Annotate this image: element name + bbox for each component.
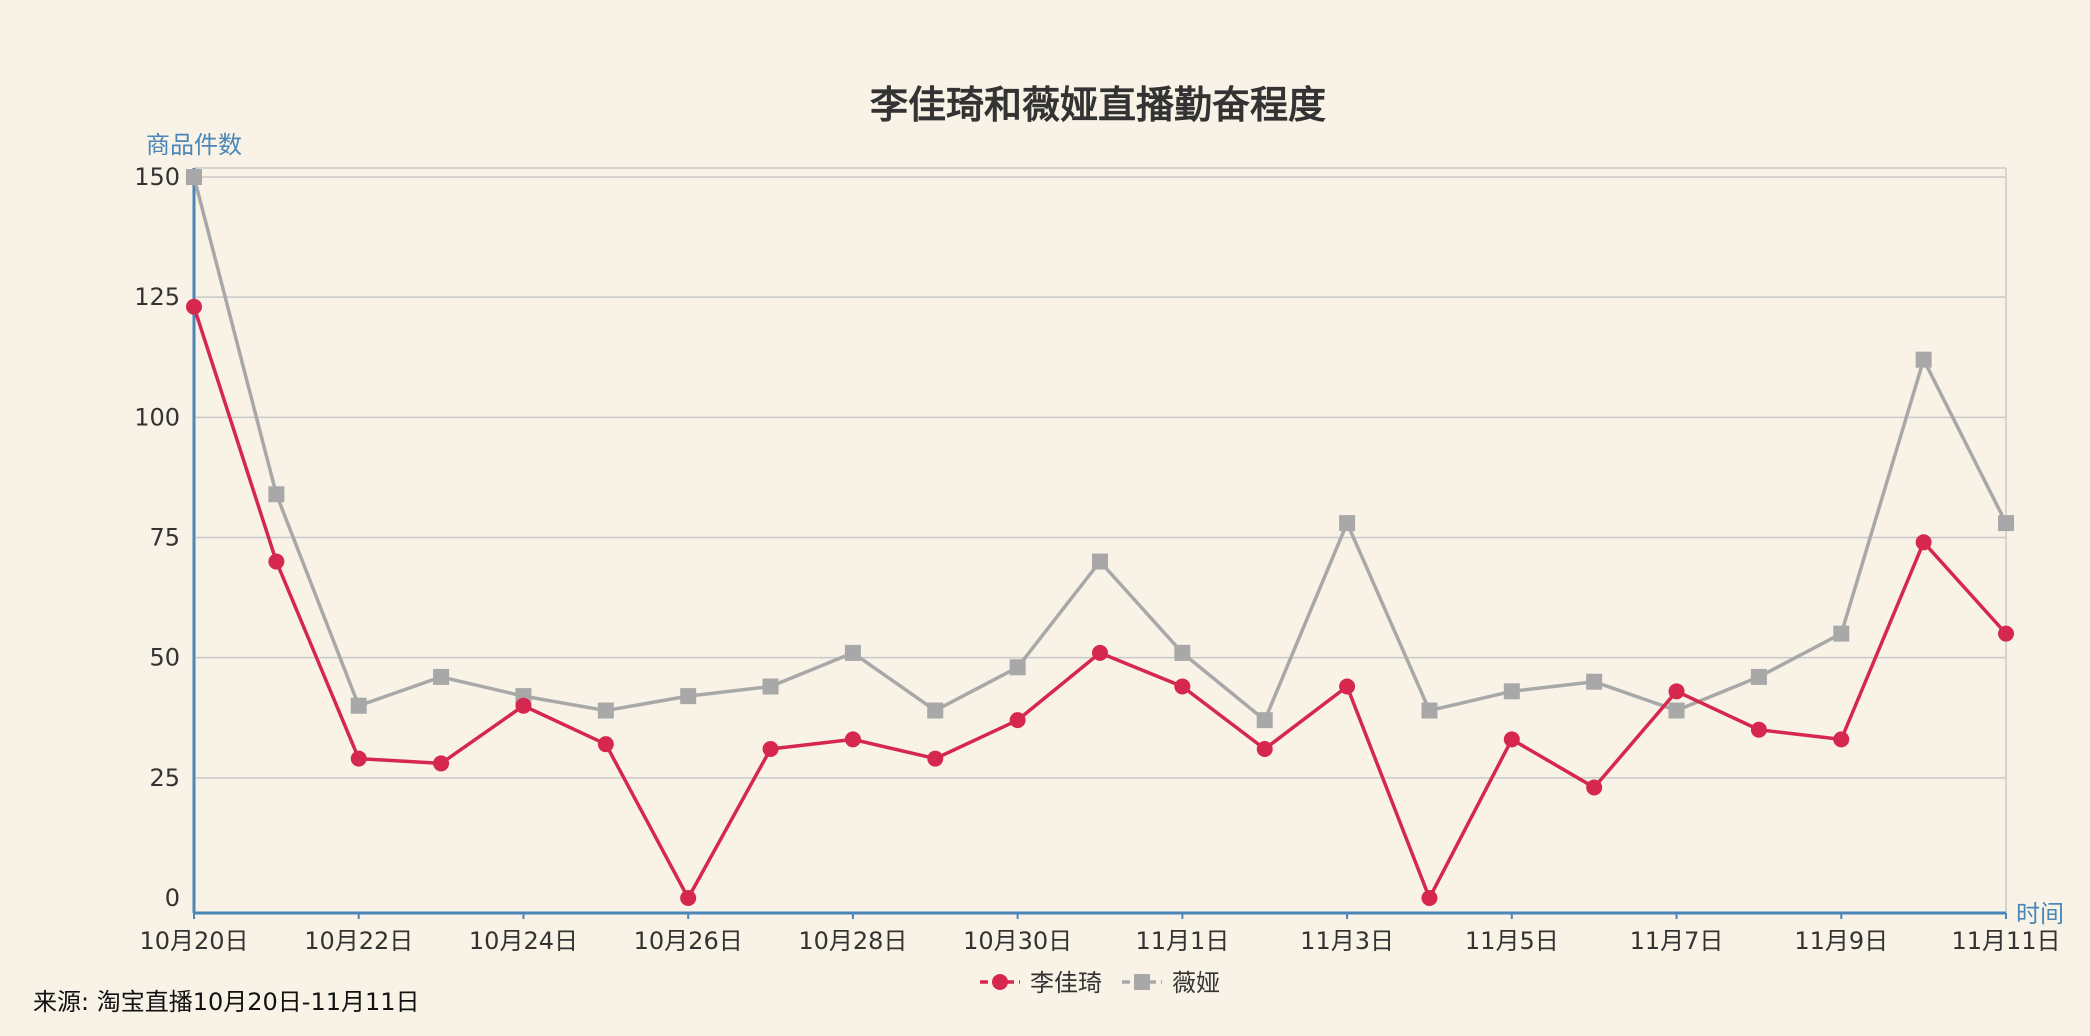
data-point [1256, 712, 1273, 729]
data-point [433, 668, 450, 685]
series-lijiaqi [186, 298, 2014, 906]
data-point [927, 702, 944, 719]
data-point [1915, 534, 1932, 551]
data-point [1586, 779, 1603, 796]
data-point [1915, 351, 1932, 368]
data-point [268, 486, 285, 503]
y-tick-label: 125 [134, 283, 180, 311]
data-point [350, 750, 367, 767]
y-tick-label: 75 [149, 524, 180, 552]
x-tick-label: 11月9日 [1794, 927, 1888, 955]
y-tick-label: 25 [149, 764, 180, 792]
data-point [1339, 678, 1356, 695]
data-point [515, 697, 532, 714]
x-tick-label: 11月5日 [1465, 927, 1559, 955]
data-point [762, 678, 779, 695]
data-point [1833, 731, 1850, 748]
data-point [350, 697, 367, 714]
data-point [1256, 740, 1273, 757]
data-point [597, 736, 614, 753]
data-point [597, 702, 614, 719]
data-point [1998, 515, 2014, 532]
legend-marker [992, 974, 1008, 990]
data-point [1174, 644, 1191, 661]
x-tick-label: 11月3日 [1300, 927, 1394, 955]
x-tick-label: 10月28日 [798, 927, 907, 955]
data-point [762, 740, 779, 757]
data-point [1421, 702, 1438, 719]
x-tick-label: 10月22日 [304, 927, 413, 955]
data-point [927, 750, 944, 767]
legend: 李佳琦 薇娅 [980, 969, 1220, 997]
data-point [1421, 890, 1438, 906]
y-axis-label: 商品件数 [146, 131, 242, 159]
x-tick-labels: 10月20日 10月22日 10月24日 10月26日 10月28日 10月30日 11月1… [139, 913, 2061, 955]
source-note: 来源: 淘宝直播10月20日-11月11日 [33, 988, 420, 1016]
x-tick-label: 10月24日 [469, 927, 578, 955]
y-tick-label: 150 [134, 163, 180, 191]
data-point [268, 553, 285, 570]
x-axis-label: 时间 [2016, 900, 2064, 928]
data-point [1668, 683, 1685, 700]
x-tick-label: 11月7日 [1630, 927, 1724, 955]
legend-marker [1134, 974, 1150, 990]
data-point [1998, 625, 2014, 642]
data-point [1339, 515, 1356, 532]
data-point [1503, 731, 1520, 748]
chart-title: 李佳琦和薇娅直播勤奋程度 [870, 83, 1326, 127]
data-point [1668, 702, 1685, 719]
data-point [680, 688, 697, 705]
legend-label: 李佳琦 [1030, 969, 1102, 997]
data-point [1009, 712, 1026, 729]
data-point [1586, 673, 1603, 690]
series-layer [186, 169, 2014, 906]
data-point [844, 644, 861, 661]
x-tick-label: 11月11日 [1951, 927, 2060, 955]
data-point [1503, 683, 1520, 700]
data-point [1174, 678, 1191, 695]
data-point [1833, 625, 1850, 642]
x-tick-label: 11月1日 [1135, 927, 1229, 955]
axes [192, 168, 2006, 915]
series-weiya [186, 169, 2014, 729]
x-tick-label: 10月30日 [963, 927, 1072, 955]
x-tick-label: 10月20日 [139, 927, 248, 955]
series-line [192, 176, 2008, 722]
x-tick-label: 10月26日 [634, 927, 743, 955]
legend-item: 薇娅 [1122, 969, 1220, 997]
data-point [186, 169, 202, 185]
y-tick-labels: 0 25 50 75 100 125 150 [134, 163, 180, 912]
legend-item: 李佳琦 [980, 969, 1102, 997]
data-point [1009, 659, 1026, 676]
data-point [1092, 644, 1108, 661]
data-point [680, 890, 697, 906]
grid-lines [194, 167, 2007, 913]
y-tick-label: 100 [134, 403, 180, 431]
data-point [186, 298, 202, 315]
data-point [844, 731, 861, 748]
data-point [1750, 668, 1767, 685]
y-tick-label: 50 [149, 644, 180, 672]
legend-label: 薇娅 [1172, 969, 1220, 997]
data-point [433, 755, 450, 772]
series-line [192, 306, 2008, 900]
data-point [1750, 721, 1767, 738]
y-tick-label: 0 [165, 884, 180, 912]
data-point [1092, 553, 1108, 570]
